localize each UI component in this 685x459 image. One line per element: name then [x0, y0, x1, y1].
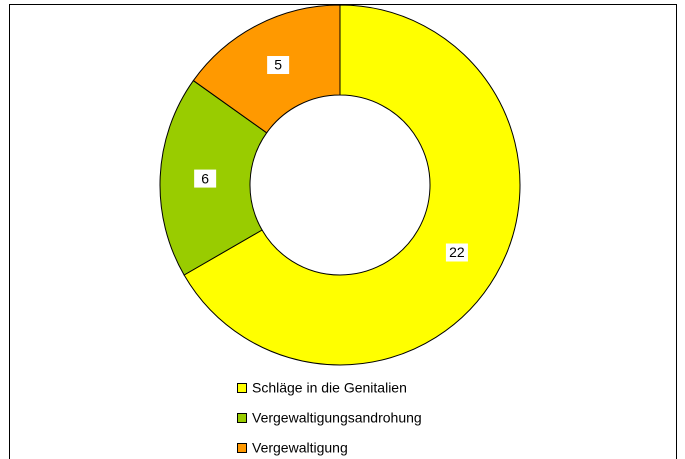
data-label-bg [267, 56, 290, 75]
data-label: 22 [449, 244, 465, 260]
data-label-bg [445, 243, 468, 262]
legend-label: Vergewaltigungsandrohung [252, 410, 422, 426]
legend-label: Schläge in die Genitalien [252, 380, 407, 396]
data-label: 6 [201, 170, 209, 186]
legend-label: Vergewaltigung [252, 440, 348, 456]
data-label: 5 [274, 57, 282, 73]
donut-slice [183, 4, 521, 366]
legend-swatch [237, 443, 247, 453]
legend-swatch [237, 383, 247, 393]
legend-swatch [237, 413, 247, 423]
donut-slice [192, 4, 341, 134]
data-label-bg [194, 169, 217, 188]
